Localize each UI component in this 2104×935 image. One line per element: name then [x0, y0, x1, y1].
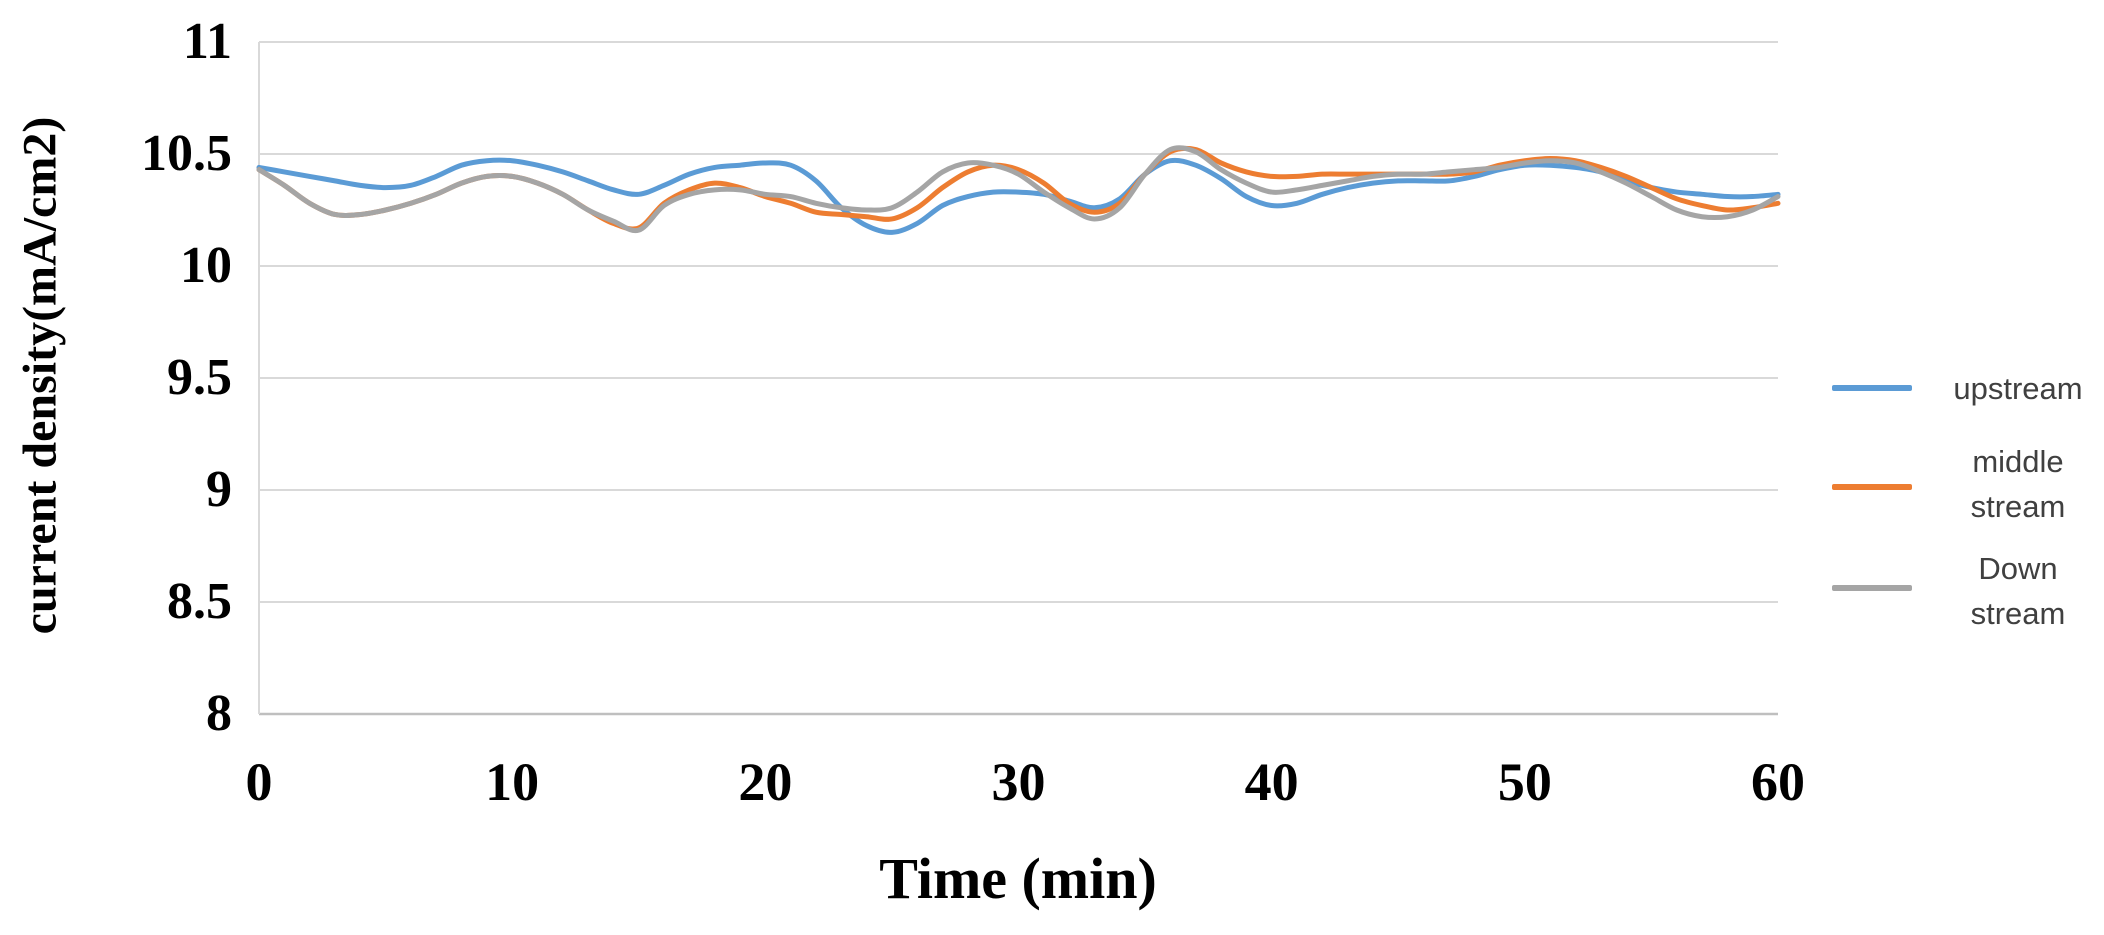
x-tick-label: 10: [485, 752, 540, 812]
y-tick-label: 8.5: [167, 573, 232, 630]
x-tick-label: 40: [1244, 752, 1299, 812]
x-tick-label: 50: [1497, 752, 1552, 812]
x-tick-label: 30: [991, 752, 1046, 812]
legend-label-upstream: upstream: [1953, 371, 2083, 406]
y-tick-label: 10: [180, 237, 232, 294]
y-axis-title: current density(mA/cm2): [13, 116, 67, 635]
y-tick-label: 8: [206, 685, 232, 742]
middle-stream-line-swatch: [1832, 484, 1912, 490]
x-tick-label: 60: [1751, 752, 1805, 812]
series-lines: [256, 145, 1781, 235]
y-tick-label: 11: [182, 13, 232, 70]
series-line-down-stream: [256, 145, 1781, 234]
gridlines: [258, 41, 1778, 716]
upstream-line-swatch: [1832, 385, 1912, 391]
legend-label-middle-stream: middle stream: [1970, 444, 2066, 524]
x-tick-label: 0: [245, 752, 273, 812]
down-stream-line-swatch: [1832, 585, 1912, 591]
y-tick-label: 9: [206, 461, 232, 518]
x-tick-label: 20: [738, 752, 793, 812]
legend-label-down-stream: Down stream: [1970, 551, 2066, 631]
y-tick-label: 9.5: [167, 349, 232, 406]
legend: upstream middle stream Down stream: [1820, 340, 2104, 660]
y-tick-label: 10.5: [141, 125, 232, 182]
x-axis-title: Time (min): [879, 846, 1157, 911]
